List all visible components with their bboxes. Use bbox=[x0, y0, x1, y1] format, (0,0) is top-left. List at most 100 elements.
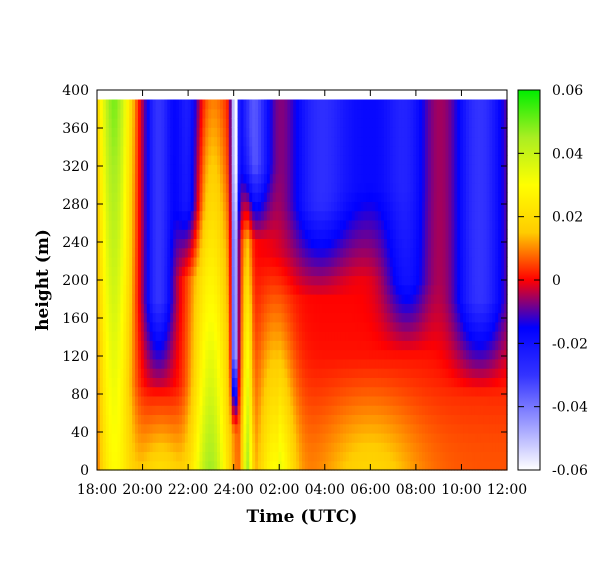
heatmap-cell bbox=[170, 155, 174, 165]
heatmap-cell bbox=[222, 349, 227, 360]
heatmap-cell bbox=[410, 127, 414, 138]
heatmap-cell bbox=[102, 256, 107, 267]
heatmap-cell bbox=[439, 321, 444, 332]
heatmap-cell bbox=[108, 266, 113, 277]
heatmap-cell bbox=[126, 275, 130, 286]
heatmap-cell bbox=[436, 386, 441, 397]
heatmap-cell bbox=[293, 405, 297, 416]
heatmap-cell bbox=[451, 108, 455, 119]
heatmap-cell bbox=[363, 321, 368, 332]
heatmap-cell bbox=[255, 303, 259, 314]
heatmap-cell bbox=[99, 238, 104, 249]
heatmap-cell bbox=[237, 294, 242, 304]
heatmap-cell bbox=[231, 266, 236, 277]
heatmap-cell bbox=[255, 229, 259, 240]
heatmap-cell bbox=[290, 238, 294, 249]
heatmap-cell bbox=[325, 460, 329, 471]
heatmap-cell bbox=[395, 294, 400, 304]
heatmap-cell bbox=[187, 173, 192, 184]
heatmap-cell bbox=[217, 312, 221, 323]
heatmap-cell bbox=[240, 229, 245, 240]
heatmap-cell bbox=[392, 414, 397, 425]
heatmap-cell bbox=[258, 321, 262, 332]
heatmap-cell bbox=[149, 275, 154, 286]
heatmap-cell bbox=[190, 247, 195, 258]
heatmap-cell bbox=[395, 423, 400, 434]
heatmap-cell bbox=[105, 395, 110, 406]
heatmap-cell bbox=[328, 395, 332, 406]
heatmap-cell bbox=[398, 210, 403, 221]
heatmap-cell bbox=[290, 460, 294, 471]
heatmap-cell bbox=[170, 368, 174, 378]
heatmap-cell bbox=[102, 349, 107, 360]
heatmap-cell bbox=[319, 266, 324, 277]
heatmap-cell bbox=[404, 136, 409, 147]
heatmap-cell bbox=[249, 377, 253, 388]
heatmap-cell bbox=[430, 331, 435, 341]
heatmap-cell bbox=[328, 247, 332, 258]
heatmap-cell bbox=[217, 358, 221, 369]
heatmap-cell bbox=[457, 340, 461, 351]
heatmap-cell bbox=[375, 118, 379, 128]
heatmap-cell bbox=[404, 210, 409, 221]
heatmap-cell bbox=[149, 432, 154, 443]
heatmap-cell bbox=[348, 294, 353, 304]
heatmap-cell bbox=[448, 414, 452, 425]
heatmap-cell bbox=[263, 210, 268, 221]
heatmap-cell bbox=[105, 256, 110, 267]
heatmap-cell bbox=[152, 229, 157, 240]
heatmap-cell bbox=[357, 127, 362, 138]
heatmap-cell bbox=[290, 442, 294, 453]
heatmap-cell bbox=[343, 238, 347, 249]
heatmap-cell bbox=[263, 164, 268, 175]
heatmap-cell bbox=[117, 331, 122, 341]
heatmap-cell bbox=[416, 294, 420, 304]
heatmap-cell bbox=[208, 155, 212, 165]
heatmap-cell bbox=[193, 368, 198, 378]
heatmap-cell bbox=[179, 312, 183, 323]
heatmap-cell bbox=[211, 368, 215, 378]
heatmap-cell bbox=[419, 284, 423, 295]
heatmap-cell bbox=[372, 99, 376, 110]
heatmap-cell bbox=[263, 377, 268, 388]
heatmap-cell bbox=[386, 256, 391, 267]
heatmap-cell bbox=[363, 340, 368, 351]
heatmap-cell bbox=[334, 145, 338, 156]
heatmap-cell bbox=[401, 136, 406, 147]
heatmap-cell bbox=[351, 201, 356, 212]
heatmap-cell bbox=[237, 358, 242, 369]
heatmap-cell bbox=[214, 201, 218, 212]
heatmap-cell bbox=[386, 331, 391, 341]
heatmap-cell bbox=[386, 321, 391, 332]
heatmap-cell bbox=[316, 284, 321, 295]
heatmap-cell bbox=[296, 256, 300, 267]
heatmap-cell bbox=[454, 275, 458, 286]
heatmap-cell bbox=[231, 358, 236, 369]
heatmap-cell bbox=[369, 321, 373, 332]
heatmap-cell bbox=[140, 266, 145, 277]
heatmap-cell bbox=[193, 173, 198, 184]
heatmap-cell bbox=[307, 173, 312, 184]
heatmap-cell bbox=[99, 395, 104, 406]
heatmap-cell bbox=[427, 182, 432, 193]
heatmap-cell bbox=[252, 358, 256, 369]
heatmap-cell bbox=[416, 210, 420, 221]
heatmap-cell bbox=[179, 423, 183, 434]
heatmap-cell bbox=[167, 432, 171, 443]
heatmap-cell bbox=[316, 451, 321, 462]
heatmap-cell bbox=[117, 460, 122, 471]
heatmap-cell bbox=[442, 210, 447, 221]
heatmap-cell bbox=[354, 210, 359, 221]
heatmap-cell bbox=[123, 358, 127, 369]
heatmap-cell bbox=[246, 210, 250, 221]
heatmap-cell bbox=[416, 423, 420, 434]
heatmap-cell bbox=[460, 405, 464, 416]
heatmap-cell bbox=[351, 358, 356, 369]
heatmap-cell bbox=[181, 173, 186, 184]
heatmap-cell bbox=[422, 358, 426, 369]
heatmap-cell bbox=[190, 229, 195, 240]
heatmap-cell bbox=[419, 155, 423, 165]
heatmap-cell bbox=[407, 108, 411, 119]
heatmap-cell bbox=[319, 451, 324, 462]
heatmap-cell bbox=[445, 173, 450, 184]
